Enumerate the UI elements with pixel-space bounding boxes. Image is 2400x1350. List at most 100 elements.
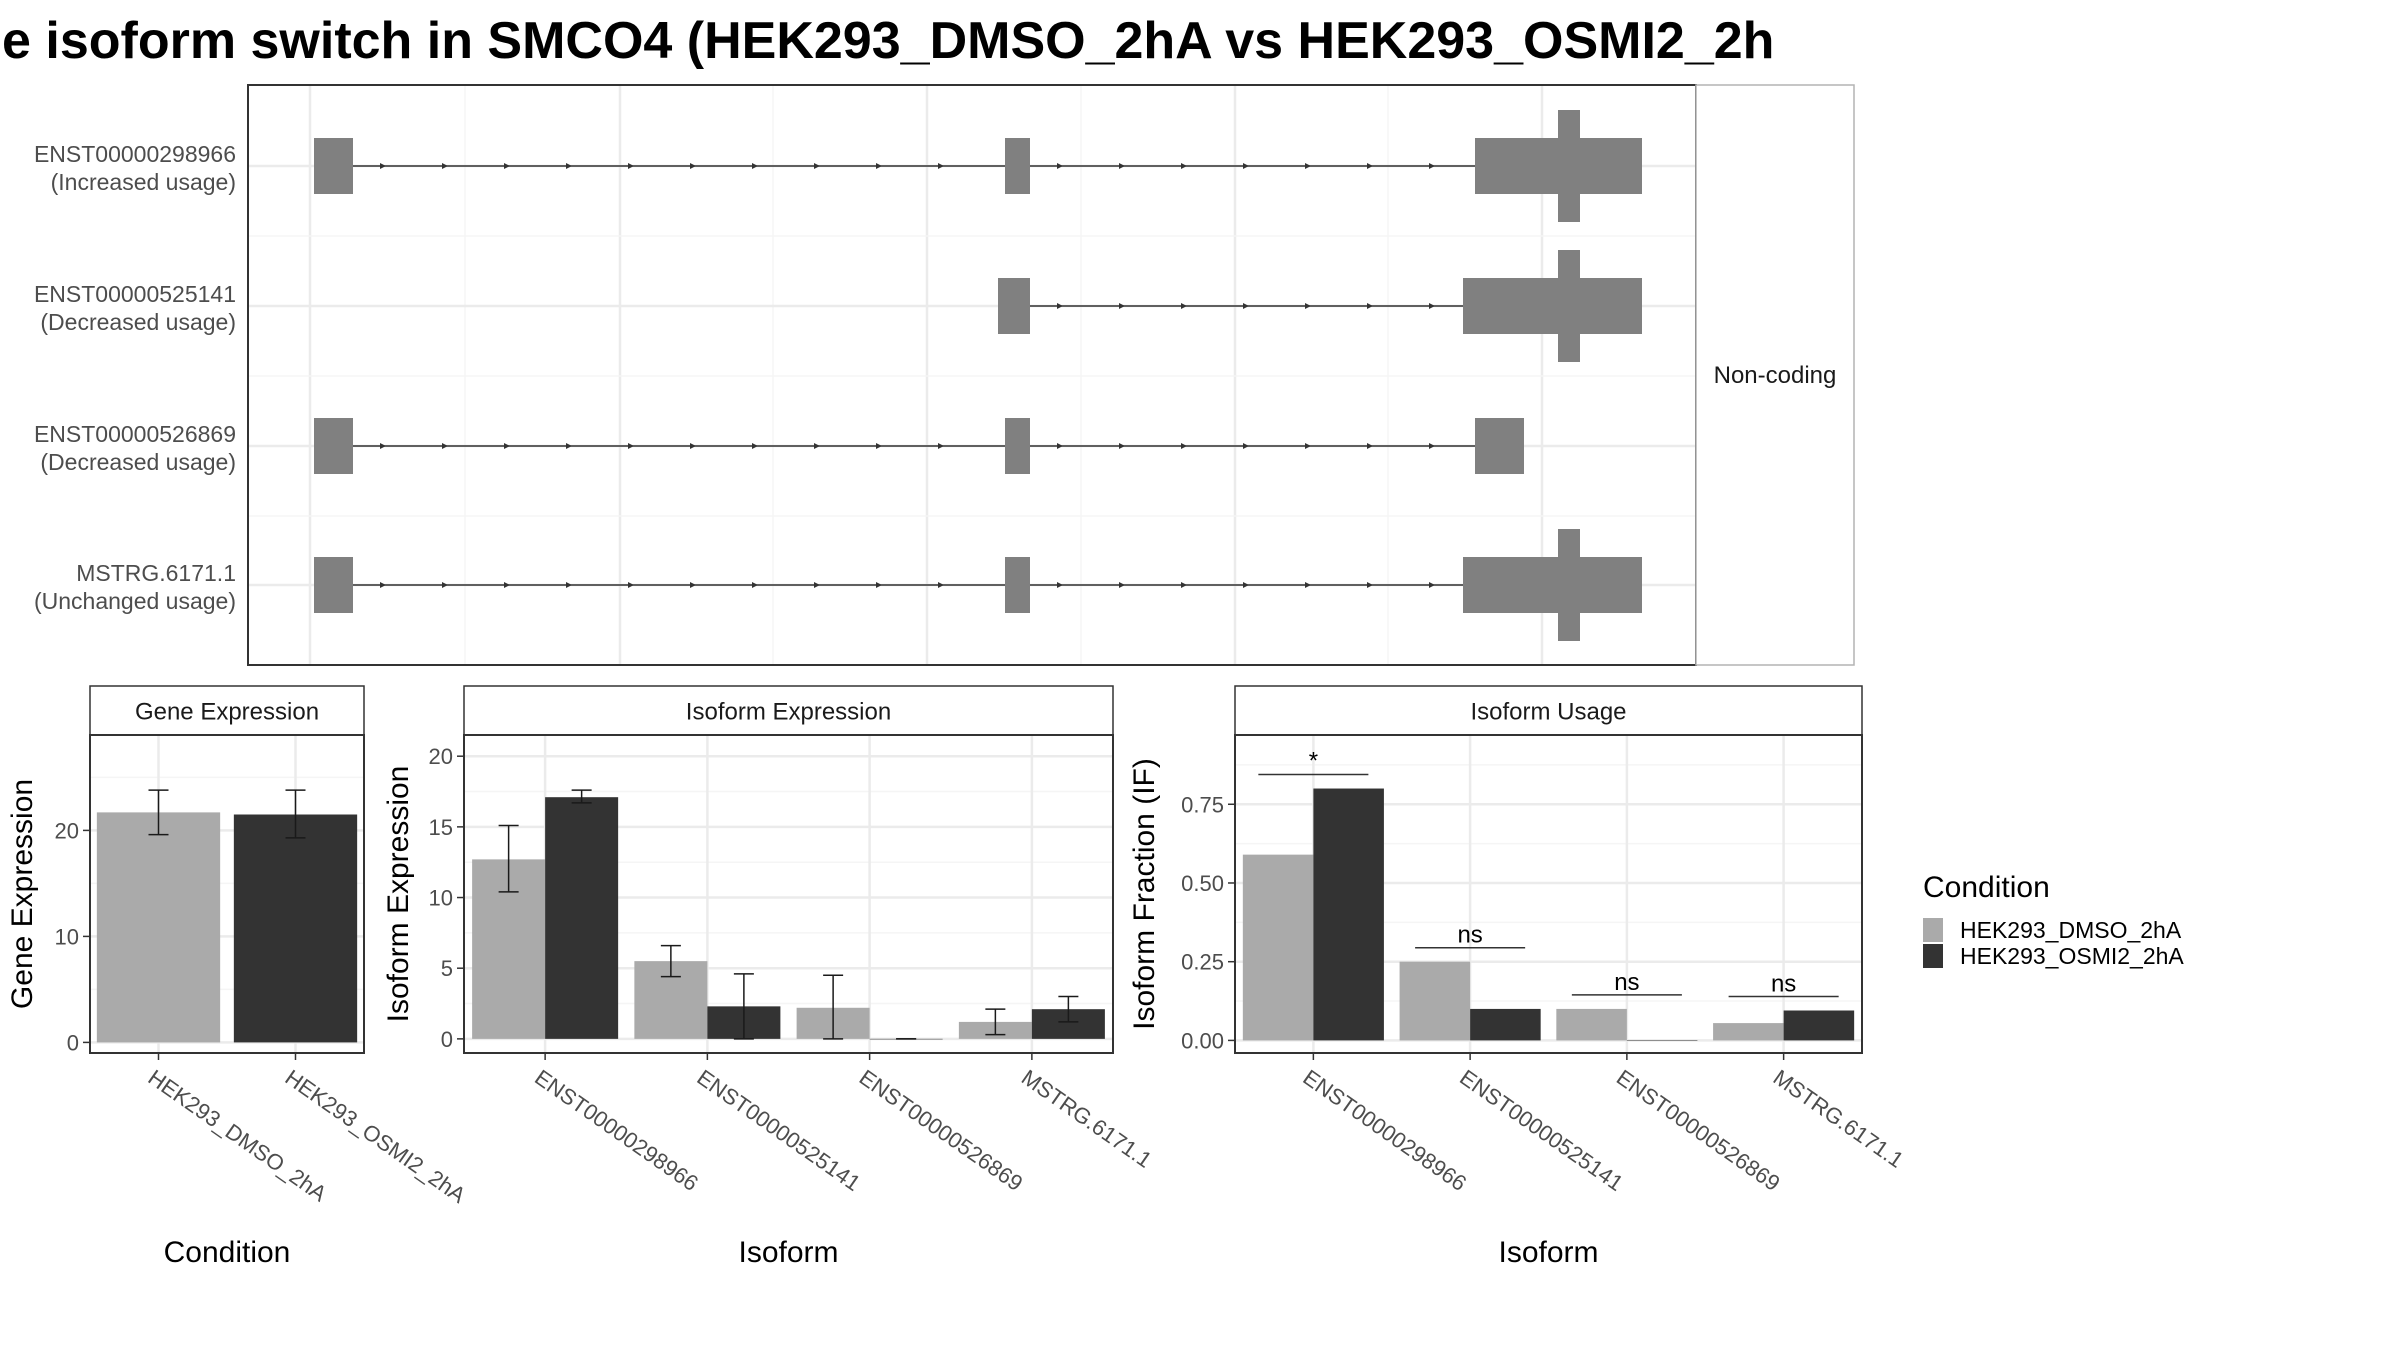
bar-enst00000525141-0 [1399, 961, 1471, 1041]
panel-strip [1234, 685, 1863, 736]
figure-title: e isoform switch in SMCO4 (HEK293_DMSO_2… [2, 12, 1774, 70]
x-tick-label: ENST00000298966 [1299, 1065, 1472, 1196]
strand-arrow [1119, 443, 1125, 449]
strand-arrow [814, 582, 820, 588]
structure-isoform-id: ENST00000526869 [34, 421, 236, 447]
panel-title: Gene Expression [135, 699, 319, 726]
panel-border [463, 734, 1114, 1054]
strand-arrow [442, 443, 448, 449]
y-axis-title: Gene Expression [6, 779, 39, 1009]
strand-arrow [1119, 303, 1125, 309]
strand-arrow [876, 163, 882, 169]
legend-swatch-dmso [1923, 918, 1943, 942]
strand-arrow [1429, 163, 1435, 169]
strand-arrow [1243, 443, 1249, 449]
strand-arrow [1367, 443, 1373, 449]
exon-block [1475, 418, 1524, 474]
exon-block [1463, 278, 1642, 334]
strand-arrow [690, 443, 696, 449]
bar-mstrg-6171-1-1 [1783, 1010, 1855, 1041]
strand-arrow [628, 582, 634, 588]
x-tick-label: MSTRG.6171.1 [1769, 1065, 1909, 1173]
strand-arrow [1367, 303, 1373, 309]
coding-block [1558, 250, 1580, 362]
bar-enst00000298966-1 [545, 797, 619, 1039]
strand-arrow [752, 163, 758, 169]
y-tick-label: 5 [441, 956, 453, 981]
strand-arrow [938, 582, 944, 588]
legend-label-osmi2: HEK293_OSMI2_2hA [1960, 943, 2184, 969]
strand-arrow [690, 582, 696, 588]
structure-panel-border [247, 84, 1697, 666]
strand-arrow [1119, 163, 1125, 169]
exon-block [314, 557, 353, 613]
x-tick-label: ENST00000298966 [530, 1065, 703, 1196]
strand-arrow [938, 443, 944, 449]
legend-title: Condition [1923, 871, 2050, 904]
y-tick-label: 15 [429, 815, 453, 840]
exon-block [1005, 557, 1030, 613]
bar-mstrg-6171-1-0 [1713, 1023, 1784, 1041]
isoform-expression-panel: Isoform Expression 0 5 10 15 20 ENST0000029896… [382, 685, 1157, 1269]
structure-isoform-id: ENST00000525141 [34, 281, 236, 307]
strand-arrow [752, 443, 758, 449]
exon-block [998, 278, 1030, 334]
panel-border [1234, 734, 1863, 1054]
strand-arrow [876, 443, 882, 449]
panel-strip [463, 685, 1114, 736]
exon-block [1005, 138, 1030, 194]
structure-isoform-usage: (Decreased usage) [40, 309, 236, 335]
panel-title: Isoform Expression [686, 699, 891, 726]
panel-title: Isoform Usage [1470, 699, 1626, 726]
x-axis-title: Condition [164, 1236, 291, 1269]
strand-arrow [566, 582, 572, 588]
y-tick-label: 0.00 [1181, 1028, 1224, 1053]
exon-block [1463, 557, 1642, 613]
bar-hek293-osmi2-2ha-0 [233, 814, 358, 1043]
strand-arrow [380, 582, 386, 588]
strand-arrow [1305, 163, 1311, 169]
strand-arrow [504, 582, 510, 588]
strand-arrow [1243, 163, 1249, 169]
coding-block [1558, 529, 1580, 641]
significance-label: * [1309, 748, 1318, 775]
strand-arrow [1305, 303, 1311, 309]
structure-strip [1695, 84, 1855, 666]
y-tick-label: 0.75 [1181, 792, 1224, 817]
strand-arrow [380, 443, 386, 449]
strand-arrow [628, 443, 634, 449]
structure-isoform-id: ENST00000298966 [34, 141, 236, 167]
bar-enst00000298966-0 [1242, 854, 1314, 1041]
strand-arrow [1429, 582, 1435, 588]
y-axis-title: Isoform Expression [382, 766, 415, 1023]
y-tick-label: 0.50 [1181, 871, 1224, 896]
x-tick-label: ENST00000525141 [693, 1065, 866, 1196]
strand-arrow [1181, 163, 1187, 169]
strand-arrow [1305, 443, 1311, 449]
exon-block [1005, 418, 1030, 474]
x-tick-label: ENST00000526869 [1612, 1065, 1785, 1196]
condition-legend: Condition HEK293_DMSO_2hA HEK293_OSMI2_2… [1923, 871, 2184, 969]
bar-enst00000526869-0 [1556, 1008, 1627, 1041]
bar-enst00000298966-1 [1313, 788, 1384, 1041]
transcript-structure-panel: Non-coding ENST00000298966(Increased usa… [34, 84, 1855, 666]
x-axis-title: Isoform [1498, 1236, 1598, 1269]
x-axis-title: Isoform [738, 1236, 838, 1269]
y-tick-label: 10 [429, 886, 453, 911]
strand-arrow [380, 163, 386, 169]
strand-arrow [1305, 582, 1311, 588]
exon-block [314, 138, 353, 194]
structure-strip-label: Non-coding [1714, 362, 1837, 389]
strand-arrow [1057, 163, 1063, 169]
y-tick-label: 0 [67, 1030, 79, 1055]
y-tick-label: 20 [55, 818, 79, 843]
strand-arrow [814, 443, 820, 449]
strand-arrow [1057, 582, 1063, 588]
y-tick-label: 0.25 [1181, 950, 1224, 975]
x-tick-label: ENST00000525141 [1455, 1065, 1628, 1196]
x-tick-label: MSTRG.6171.1 [1017, 1065, 1157, 1173]
bar-hek293-dmso-2ha-0 [96, 812, 221, 1043]
strand-arrow [1429, 443, 1435, 449]
strand-arrow [504, 163, 510, 169]
